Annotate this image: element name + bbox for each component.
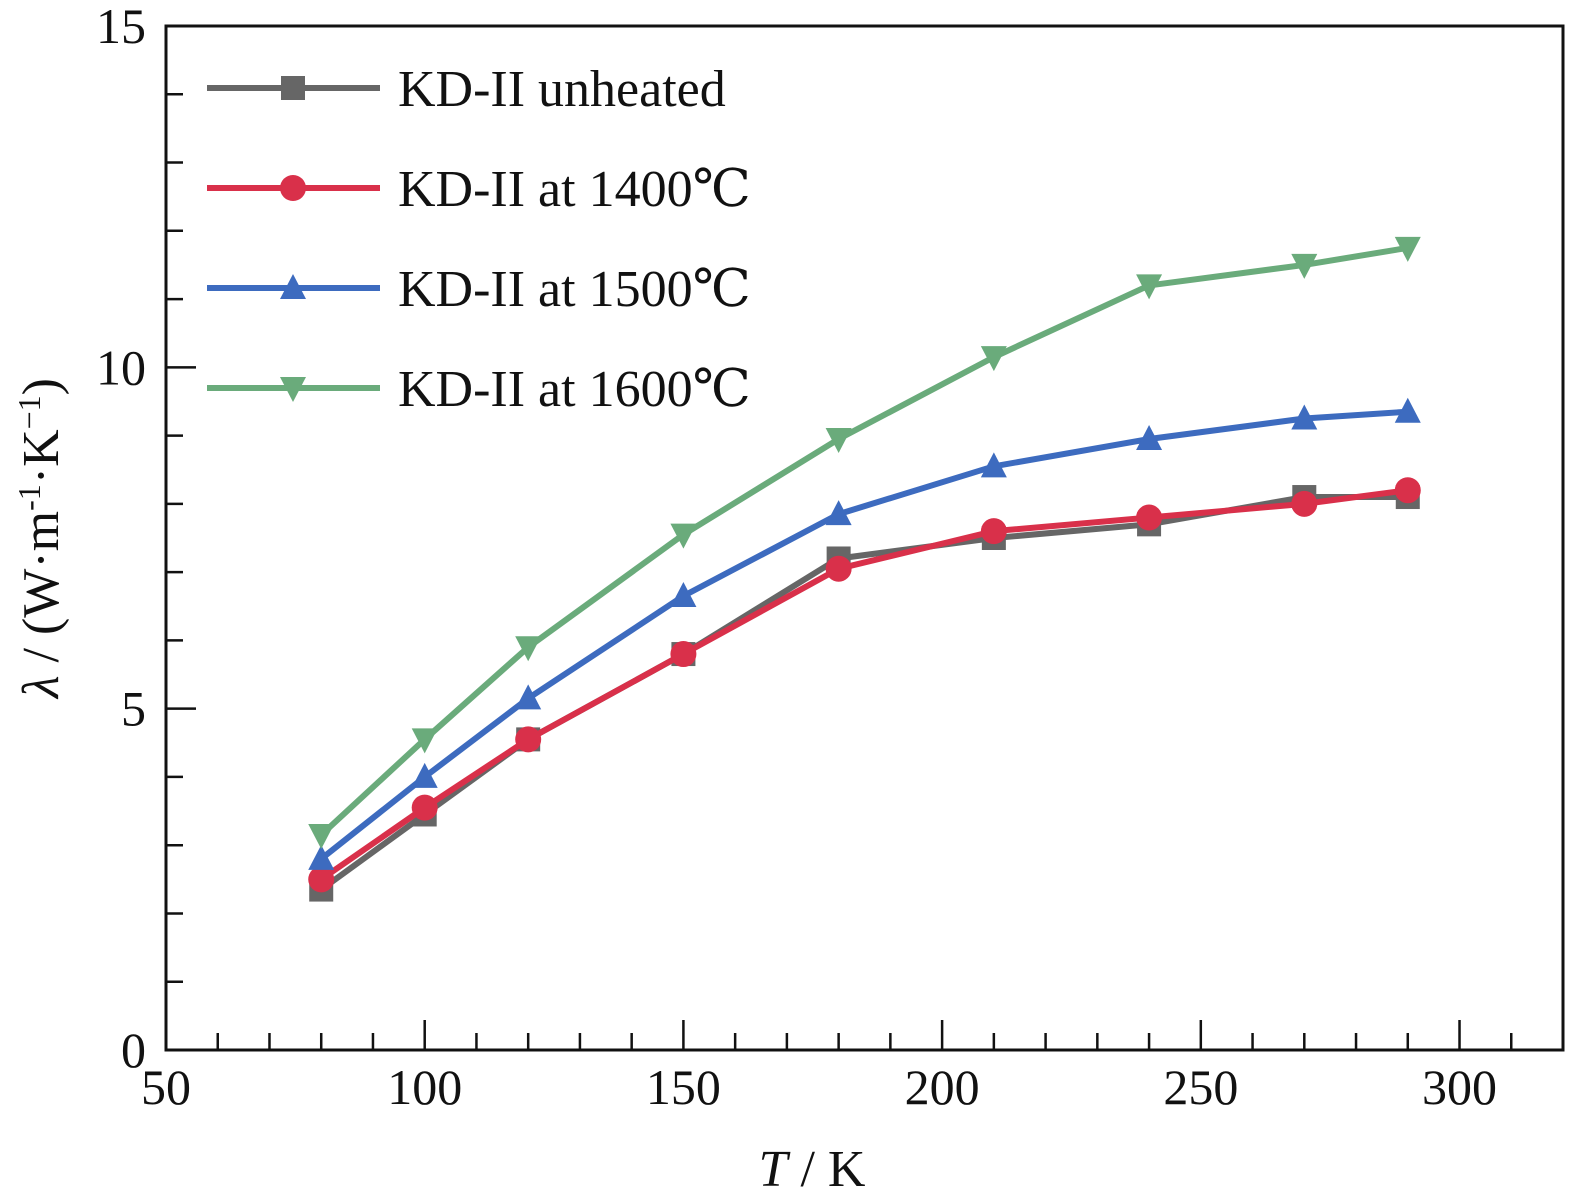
data-point xyxy=(515,636,542,662)
data-point xyxy=(980,518,1007,545)
y-axis-title-exp2: −1 xyxy=(11,395,47,429)
data-point xyxy=(980,452,1007,478)
data-point xyxy=(411,728,438,754)
data-point xyxy=(1136,425,1163,451)
axis-ticks xyxy=(166,93,1565,1050)
data-point xyxy=(980,346,1007,372)
data-point xyxy=(670,523,697,549)
legend-label: KD-II at 1500℃ xyxy=(398,261,751,318)
data-point xyxy=(670,641,697,668)
series-line xyxy=(319,408,1408,862)
data-point xyxy=(1136,504,1163,531)
y-axis-title: λ / (W·m-1·K−1) xyxy=(11,378,70,700)
y-axis-title-part2: ·K xyxy=(13,429,70,484)
series-line xyxy=(319,244,1409,838)
y-tick-label: 15 xyxy=(96,0,146,54)
data-point xyxy=(825,500,852,526)
data-point xyxy=(1394,397,1421,423)
data-point xyxy=(515,726,542,753)
data-point xyxy=(825,428,852,454)
legend-item: KD-II at 1500℃ xyxy=(207,261,751,318)
series-line xyxy=(319,494,1408,893)
data-point xyxy=(411,762,438,788)
legend-label: KD-II at 1400℃ xyxy=(398,161,751,218)
data-point xyxy=(670,582,697,608)
x-axis-title-unit: / K xyxy=(787,1141,865,1197)
data-point xyxy=(411,794,438,821)
y-axis-title-part1: / (W·m xyxy=(13,511,70,676)
x-tick-label: 200 xyxy=(905,1059,980,1115)
y-axis-title-exp1: -1 xyxy=(11,484,47,511)
legend-label: KD-II unheated xyxy=(398,61,726,118)
legend-item: KD-II at 1600℃ xyxy=(207,361,751,418)
legend-marker xyxy=(280,175,306,201)
legend-marker xyxy=(280,274,306,299)
legend-marker xyxy=(280,377,306,402)
legend-label: KD-II at 1600℃ xyxy=(398,361,751,418)
series-4 xyxy=(308,236,1421,849)
data-point xyxy=(308,823,335,849)
x-tick-label: 250 xyxy=(1163,1059,1238,1115)
legend-item: KD-II at 1400℃ xyxy=(207,161,751,218)
data-point xyxy=(1136,274,1163,300)
x-tick-label: 100 xyxy=(387,1059,462,1115)
y-axis-title-symbol: λ xyxy=(13,675,70,700)
series-layer xyxy=(308,236,1421,902)
data-point xyxy=(515,684,542,710)
x-tick-label: 50 xyxy=(141,1059,191,1115)
legend-marker xyxy=(281,76,305,100)
series-3 xyxy=(308,397,1421,870)
data-point xyxy=(1394,236,1421,262)
data-point xyxy=(1291,253,1318,279)
plot-frame xyxy=(164,24,1565,1052)
legend: KD-II unheated KD-II at 1400℃ KD-II at 150… xyxy=(207,61,751,418)
data-point xyxy=(1291,404,1318,430)
data-point xyxy=(308,866,335,893)
data-point xyxy=(825,555,852,582)
data-point xyxy=(1394,477,1421,504)
legend-item: KD-II unheated xyxy=(207,61,726,118)
data-point xyxy=(1291,490,1318,517)
x-tick-label: 300 xyxy=(1422,1059,1497,1115)
x-tick-label: 150 xyxy=(646,1059,721,1115)
tick-labels: 50 100 150 200 250 300 0 5 10 15 xyxy=(96,0,1497,1115)
series-2 xyxy=(308,477,1421,893)
data-point xyxy=(308,844,335,870)
y-tick-label: 5 xyxy=(121,681,146,737)
y-tick-label: 0 xyxy=(121,1022,146,1078)
y-tick-label: 10 xyxy=(96,339,146,395)
x-axis-title: T / K xyxy=(759,1141,866,1197)
y-axis-title-part3: ) xyxy=(13,378,70,395)
x-axis-title-symbol: T xyxy=(759,1141,791,1197)
